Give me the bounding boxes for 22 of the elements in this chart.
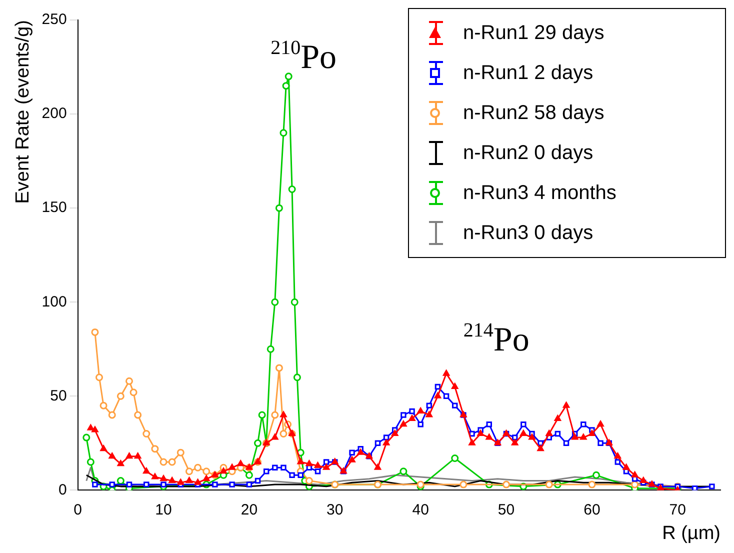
x-tick-label: 10 bbox=[155, 501, 172, 518]
y-tick-label: 0 bbox=[58, 481, 67, 498]
x-tick-label: 40 bbox=[412, 501, 429, 518]
x-tick-label: 50 bbox=[498, 501, 515, 518]
legend-label: n-Run2 58 days bbox=[463, 102, 604, 124]
x-tick-label: 20 bbox=[240, 501, 258, 518]
y-tick-label: 200 bbox=[42, 105, 67, 122]
y-tick-label: 250 bbox=[42, 11, 67, 28]
legend-label: n-Run3 0 days bbox=[463, 222, 594, 244]
x-tick-label: 60 bbox=[584, 501, 600, 518]
x-tick-label: 30 bbox=[326, 501, 344, 518]
legend-label: n-Run1 29 days bbox=[463, 22, 604, 44]
legend-label: n-Run1 2 days bbox=[463, 62, 594, 84]
x-tick-label: 70 bbox=[669, 501, 686, 518]
y-tick-label: 50 bbox=[50, 387, 67, 404]
legend-label: n-Run3 4 months bbox=[463, 182, 616, 204]
y-axis-title: Event Rate (events/g) bbox=[12, 20, 34, 204]
x-tick-label: 0 bbox=[74, 501, 82, 518]
y-tick-label: 150 bbox=[42, 199, 67, 216]
legend-label: n-Run2 0 days bbox=[463, 142, 594, 164]
y-tick-label: 100 bbox=[42, 293, 67, 310]
x-axis-title: R (µm) bbox=[662, 522, 720, 544]
